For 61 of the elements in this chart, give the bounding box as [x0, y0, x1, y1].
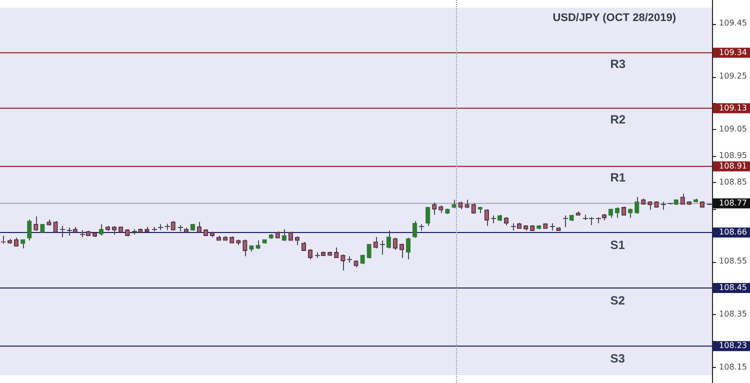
text: 109.34 — [719, 48, 748, 57]
candlestick — [490, 215, 496, 224]
candlestick — [164, 223, 170, 231]
candlestick — [340, 254, 346, 272]
ref-line-label: S3 — [610, 351, 626, 366]
y-tick-label: 108.85 — [719, 177, 748, 186]
y-tick-label: 109.45 — [719, 18, 748, 28]
y-tick-label: 108.15 — [719, 362, 748, 372]
ref-line-label: R2 — [610, 112, 626, 127]
candlestick — [412, 220, 418, 238]
y-tick-label: 108.95 — [719, 150, 748, 160]
candlestick — [158, 224, 164, 231]
candlestick — [132, 228, 138, 236]
candlestick — [360, 254, 365, 265]
ref-line-label: R3 — [610, 57, 626, 72]
candlestick — [60, 225, 66, 238]
y-tick-label: 109.05 — [719, 124, 748, 134]
candlestick — [34, 216, 38, 232]
text: 108.23 — [719, 341, 748, 350]
candlestick — [178, 224, 184, 232]
ref-line-label: R1 — [610, 170, 626, 185]
candlestick — [406, 237, 411, 260]
text: 108.77 — [719, 198, 748, 208]
candlestick — [562, 215, 568, 228]
candlestick — [392, 237, 398, 250]
y-tick-label: 108.35 — [719, 309, 748, 318]
text: 109.13 — [719, 103, 748, 112]
candlestick — [80, 230, 86, 238]
text: 108.66 — [719, 228, 748, 237]
candlestick — [308, 248, 313, 260]
candlestick — [380, 240, 386, 256]
candlestick — [373, 236, 378, 249]
candlestick — [98, 224, 104, 236]
candlestick — [53, 220, 58, 233]
y-tick-label: 108.55 — [719, 256, 748, 266]
chart-title: USD/JPY (OCT 28/2019) — [552, 12, 676, 24]
candlestick — [314, 252, 320, 258]
candlestick — [680, 193, 685, 205]
candlestick — [634, 196, 640, 214]
candlestick — [426, 206, 430, 226]
text: 108.45 — [719, 283, 748, 292]
candlestick — [196, 221, 202, 233]
candlestick — [484, 208, 489, 226]
candlestick — [66, 226, 72, 236]
candlestick — [596, 216, 602, 224]
text: 108.91 — [719, 161, 748, 170]
candlestick — [366, 244, 372, 259]
candlestick — [510, 222, 516, 232]
y-tick-label: 109.25 — [719, 72, 748, 81]
candlestick — [608, 208, 614, 218]
candlestick — [27, 219, 32, 241]
candlestick — [471, 202, 476, 214]
candlestick — [660, 201, 666, 210]
ref-line-label: S2 — [610, 293, 626, 308]
candlestick — [418, 224, 424, 232]
candlestick — [152, 226, 158, 232]
candlestick — [242, 239, 248, 257]
candlestick — [432, 202, 437, 216]
ref-line-label: S1 — [610, 238, 626, 252]
candlestick — [346, 256, 352, 264]
candlestick — [550, 222, 556, 232]
